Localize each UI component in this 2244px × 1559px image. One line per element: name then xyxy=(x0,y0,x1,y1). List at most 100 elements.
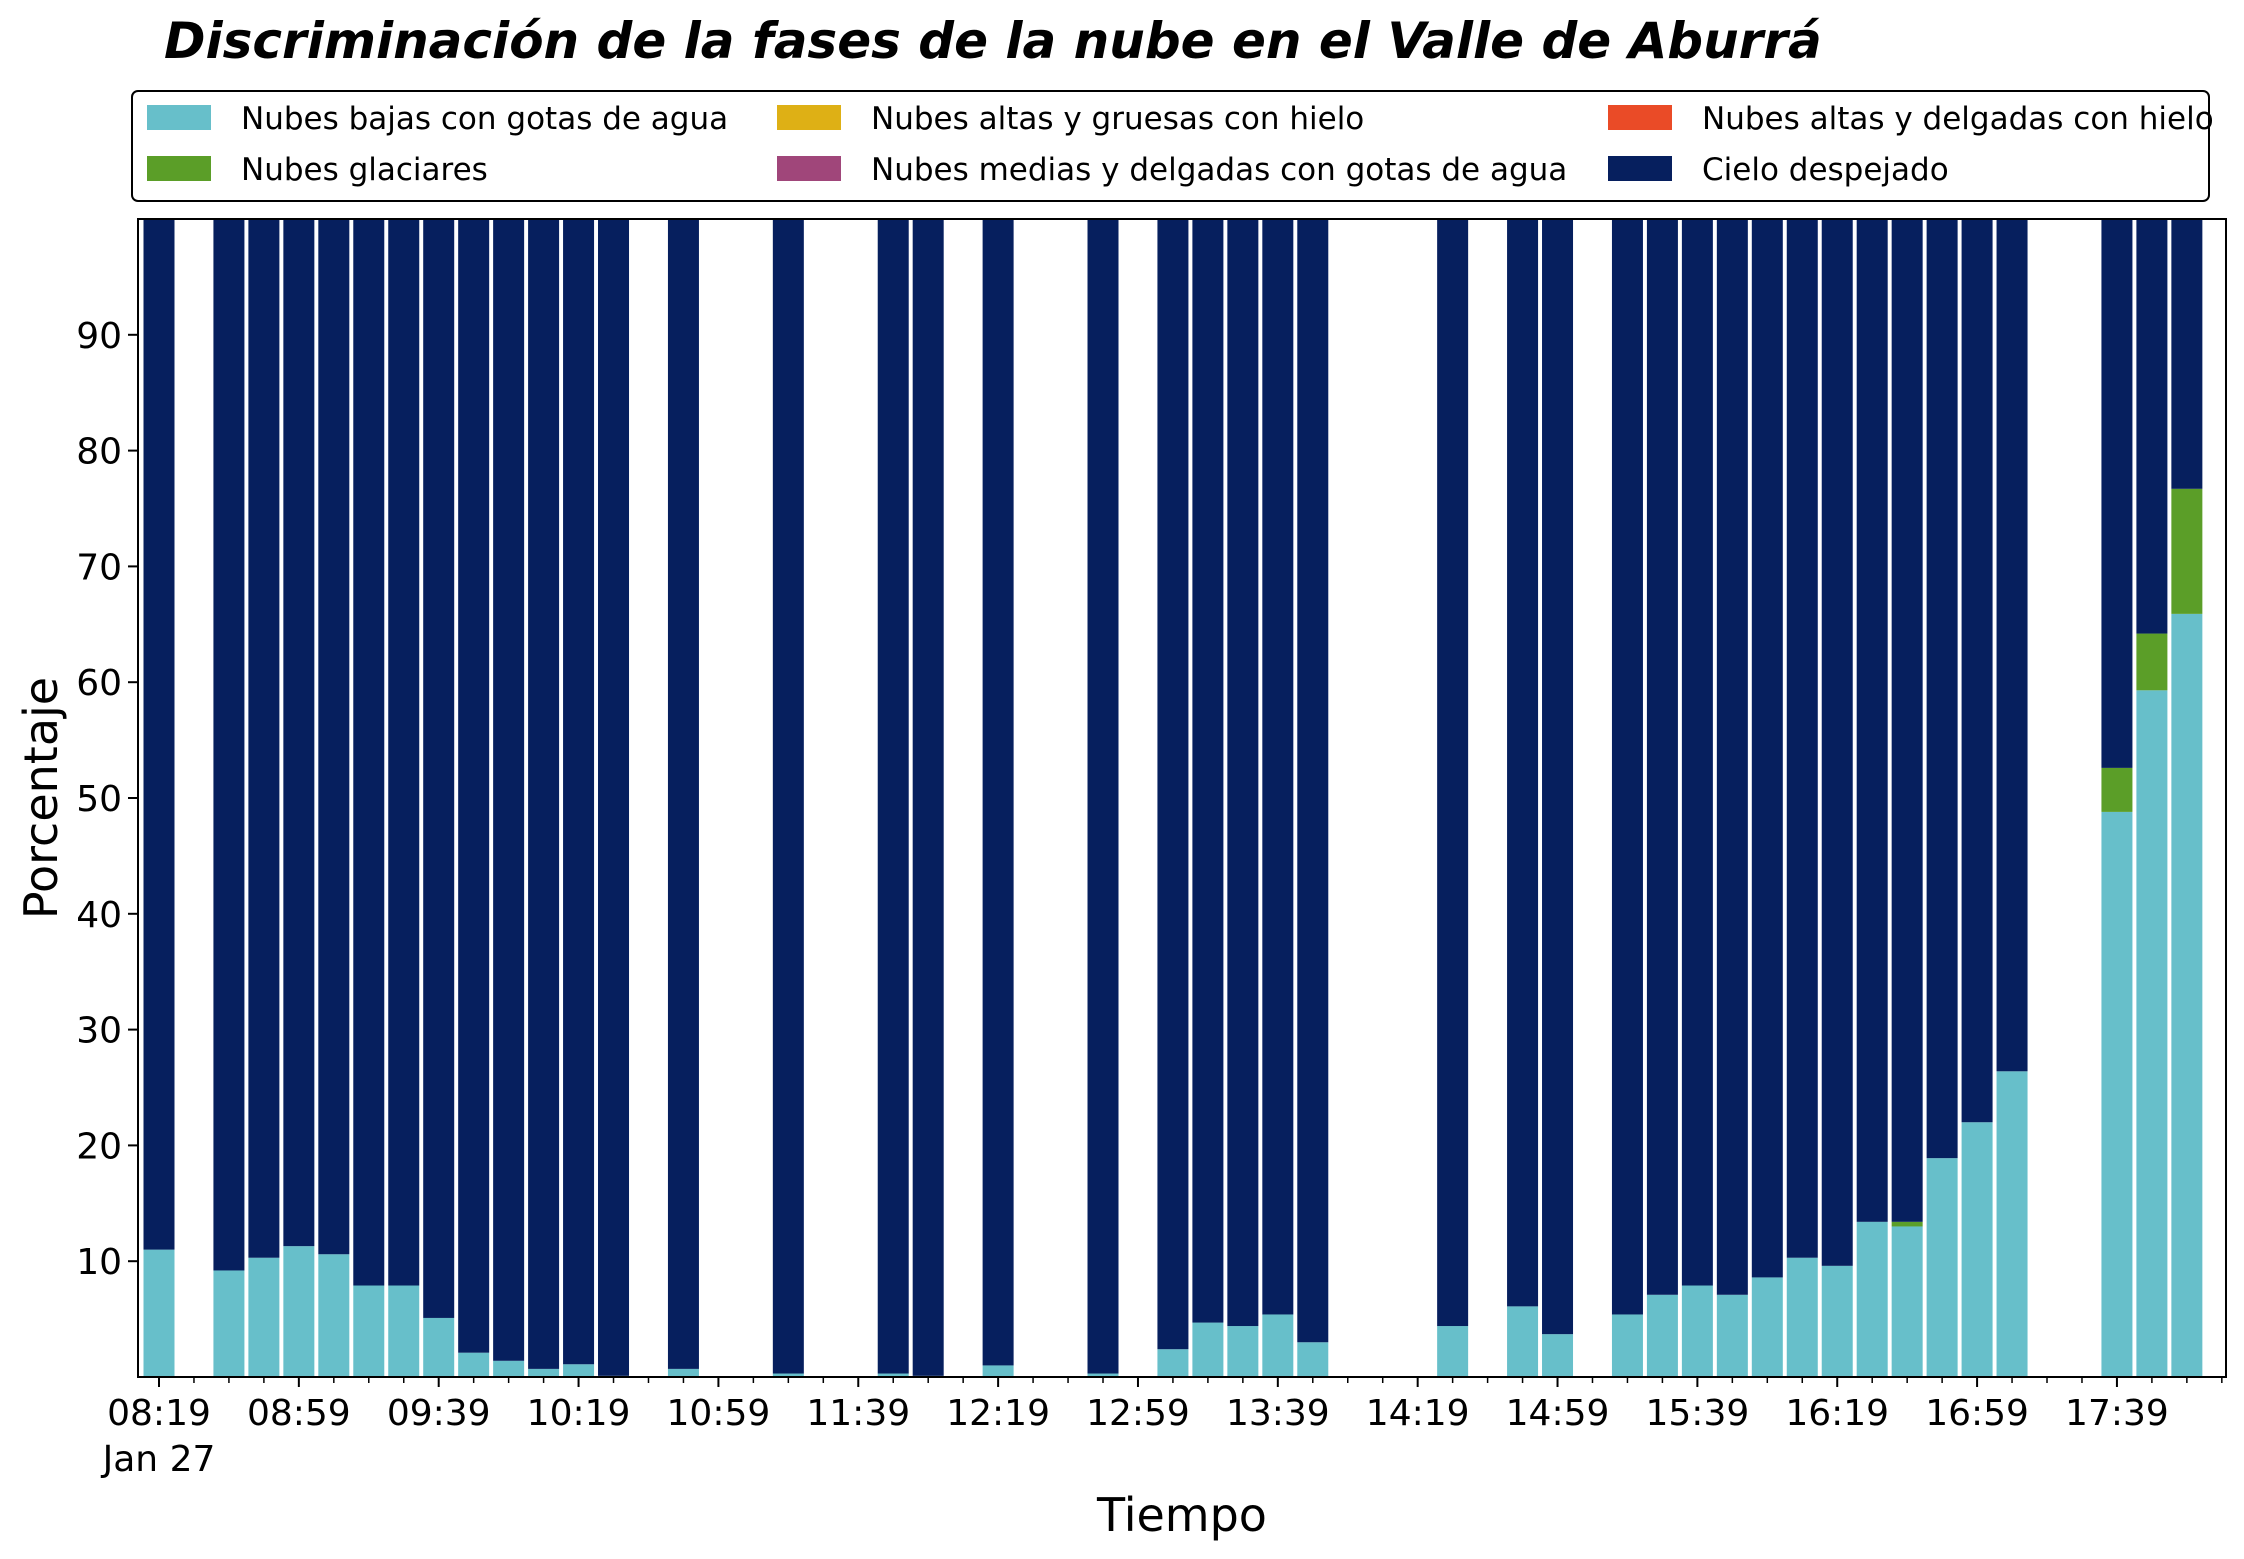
bar-segment-low-clouds xyxy=(1751,1277,1783,1377)
legend-label: Nubes altas y delgadas con hielo xyxy=(1702,101,2214,137)
bar-segment-low-clouds xyxy=(982,1365,1014,1377)
bar-segment-clear-sky xyxy=(563,219,595,1365)
bar-segment-clear-sky xyxy=(1716,219,1748,1295)
x-tick-label: 12:19 xyxy=(946,1393,1050,1434)
bar-segment-low-clouds xyxy=(248,1257,280,1377)
bar-segment-low-clouds xyxy=(1926,1158,1958,1377)
bar-segment-clear-sky xyxy=(493,219,525,1361)
x-tick-label: 11:39 xyxy=(806,1393,910,1434)
bar-segment-low-clouds xyxy=(1681,1285,1713,1377)
bar-segment-low-clouds xyxy=(1821,1265,1853,1377)
bar-segment-low-clouds xyxy=(1437,1326,1469,1377)
bar-segment-low-clouds xyxy=(1646,1294,1678,1377)
bar-segment-low-clouds xyxy=(563,1364,595,1377)
legend-label: Cielo despejado xyxy=(1702,152,1949,188)
bar-segment-clear-sky xyxy=(1611,219,1643,1315)
bar-segment-clear-sky xyxy=(1192,219,1224,1323)
bar-segment-low-clouds xyxy=(1996,1071,2028,1377)
legend-label: Nubes altas y gruesas con hielo xyxy=(871,101,1364,137)
bar-segment-low-clouds xyxy=(1262,1314,1294,1377)
bar-segment-low-clouds xyxy=(1856,1221,1888,1377)
bar-segment-clear-sky xyxy=(598,219,630,1376)
bar-segment-glacial-clouds xyxy=(1891,1221,1923,1227)
x-tick-label: 16:19 xyxy=(1785,1393,1889,1434)
bar-segment-clear-sky xyxy=(248,219,280,1258)
plot-area: 10 20 30 40 50 60 70 80 90 08:19 08:59 09:39 10:19 1… xyxy=(76,218,2227,1480)
bar-segment-low-clouds xyxy=(458,1352,490,1377)
legend-swatch xyxy=(147,105,211,130)
y-tick-label: 40 xyxy=(76,895,122,936)
legend-swatch xyxy=(777,105,841,130)
bar-segment-clear-sky xyxy=(1786,219,1818,1258)
legend-label: Nubes bajas con gotas de agua xyxy=(241,101,728,137)
bar-segment-low-clouds xyxy=(877,1373,909,1377)
bar-segment-low-clouds xyxy=(1961,1122,1993,1377)
bar-segment-clear-sky xyxy=(1751,219,1783,1278)
y-tick-label: 80 xyxy=(76,432,122,473)
bar-segment-low-clouds xyxy=(2101,811,2133,1377)
bars-group xyxy=(143,219,2203,1377)
bar-segment-low-clouds xyxy=(1542,1334,1574,1377)
bar-segment-low-clouds xyxy=(2136,690,2168,1377)
bar-segment-clear-sky xyxy=(1681,219,1713,1286)
x-tick-label: 12:59 xyxy=(1086,1393,1190,1434)
bar-segment-glacial-clouds xyxy=(2171,488,2203,614)
chart-title: Discriminación de la fases de la nube en… xyxy=(164,12,1822,70)
bar-segment-clear-sky xyxy=(1542,219,1574,1335)
x-tick-label: 16:59 xyxy=(1925,1393,2029,1434)
bar-segment-clear-sky xyxy=(528,219,560,1369)
x-tick-label: 10:59 xyxy=(667,1393,771,1434)
y-axis: 10 20 30 40 50 60 70 80 90 xyxy=(76,316,138,1283)
legend-swatch xyxy=(1608,105,1672,130)
x-tick-label: 10:19 xyxy=(527,1393,631,1434)
bar-segment-clear-sky xyxy=(877,219,909,1374)
y-tick-label: 60 xyxy=(76,663,122,704)
legend-label: Nubes medias y delgadas con gotas de agu… xyxy=(871,152,1567,188)
bar-segment-clear-sky xyxy=(2136,219,2168,634)
bar-segment-clear-sky xyxy=(458,219,490,1353)
bar-segment-clear-sky xyxy=(912,219,944,1376)
bar-segment-low-clouds xyxy=(283,1246,315,1377)
x-tick-label: 13:39 xyxy=(1226,1393,1330,1434)
bar-segment-clear-sky xyxy=(353,219,385,1286)
bar-segment-clear-sky xyxy=(772,219,804,1374)
bar-segment-clear-sky xyxy=(1157,219,1189,1350)
legend-swatch xyxy=(777,156,841,181)
bar-segment-clear-sky xyxy=(2171,219,2203,489)
bar-segment-low-clouds xyxy=(1507,1306,1539,1377)
bar-segment-low-clouds xyxy=(1716,1294,1748,1377)
bar-segment-low-clouds xyxy=(388,1285,420,1377)
legend: Nubes bajas con gotas de agua Nubes altas… xyxy=(131,90,2214,202)
y-tick-label: 20 xyxy=(76,1126,122,1167)
bar-segment-low-clouds xyxy=(2171,613,2203,1377)
bar-segment-clear-sky xyxy=(1227,219,1259,1327)
bar-segment-clear-sky xyxy=(1297,219,1329,1343)
x-tick-label: 17:39 xyxy=(2065,1393,2169,1434)
bar-segment-glacial-clouds xyxy=(2101,767,2133,812)
bar-segment-clear-sky xyxy=(1961,219,1993,1123)
bar-segment-low-clouds xyxy=(1157,1349,1189,1377)
bar-segment-clear-sky xyxy=(1926,219,1958,1159)
y-tick-label: 90 xyxy=(76,316,122,357)
bar-segment-low-clouds xyxy=(1297,1342,1329,1377)
y-tick-label: 50 xyxy=(76,779,122,820)
bar-segment-low-clouds xyxy=(353,1285,385,1377)
bar-segment-clear-sky xyxy=(143,219,175,1250)
x-axis-label: Tiempo xyxy=(1096,1488,1267,1542)
bar-segment-clear-sky xyxy=(1507,219,1539,1307)
bar-segment-clear-sky xyxy=(1087,219,1119,1374)
bar-segment-clear-sky xyxy=(2101,219,2133,768)
x-tick-label: 14:19 xyxy=(1366,1393,1470,1434)
bar-segment-glacial-clouds xyxy=(2136,633,2168,691)
bar-segment-low-clouds xyxy=(667,1368,699,1377)
bar-segment-low-clouds xyxy=(423,1317,455,1377)
bar-segment-clear-sky xyxy=(423,219,455,1318)
bar-segment-clear-sky xyxy=(1996,219,2028,1072)
bar-segment-clear-sky xyxy=(283,219,315,1247)
bar-segment-clear-sky xyxy=(667,219,699,1369)
bar-segment-clear-sky xyxy=(1821,219,1853,1266)
bar-segment-low-clouds xyxy=(1786,1257,1818,1377)
bar-segment-low-clouds xyxy=(318,1254,350,1377)
bar-segment-low-clouds xyxy=(1087,1373,1119,1377)
